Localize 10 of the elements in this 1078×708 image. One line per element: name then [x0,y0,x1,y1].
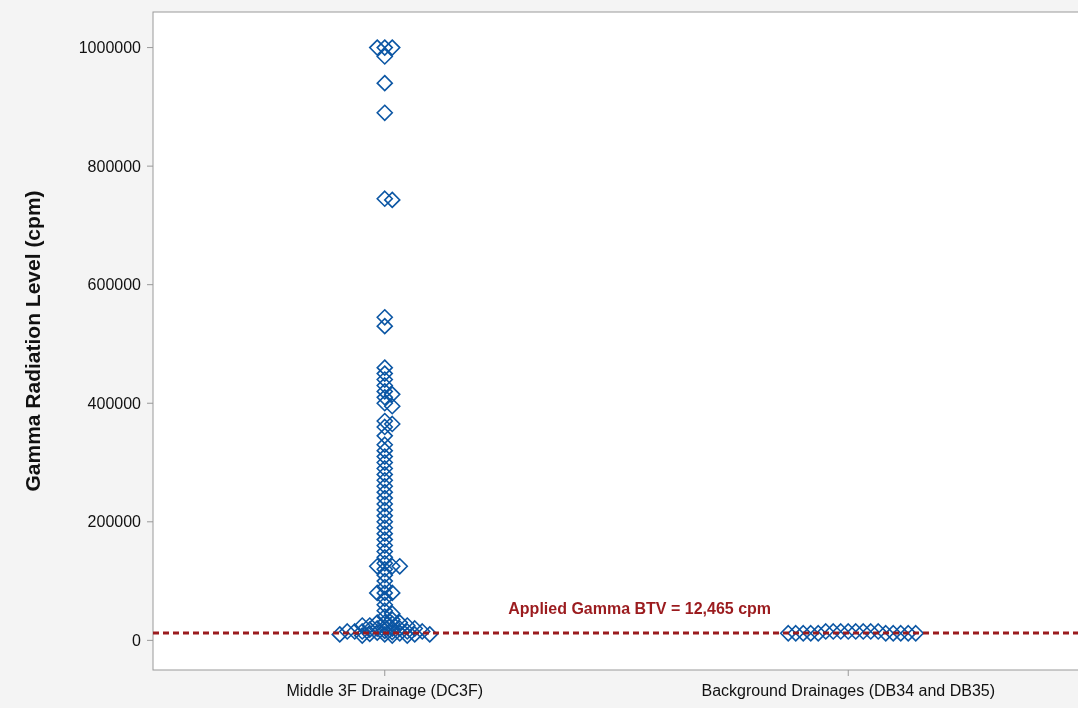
y-tick-label: 600000 [87,276,142,294]
x-tick-label: Background Drainages (DB34 and DB35) [701,682,995,699]
ref-line-label: Applied Gamma BTV = 12,465 cpm [508,599,772,617]
y-tick-label: 0 [132,631,142,649]
y-tick-label: 1000000 [78,39,142,57]
y-axis-title: Gamma Radiation Level (cpm) [21,190,44,492]
y-tick-label: 800000 [87,157,142,175]
y-tick-label: 200000 [87,513,142,531]
y-tick-label: 400000 [87,394,142,412]
x-tick-label: Middle 3F Drainage (DC3F) [286,682,484,699]
